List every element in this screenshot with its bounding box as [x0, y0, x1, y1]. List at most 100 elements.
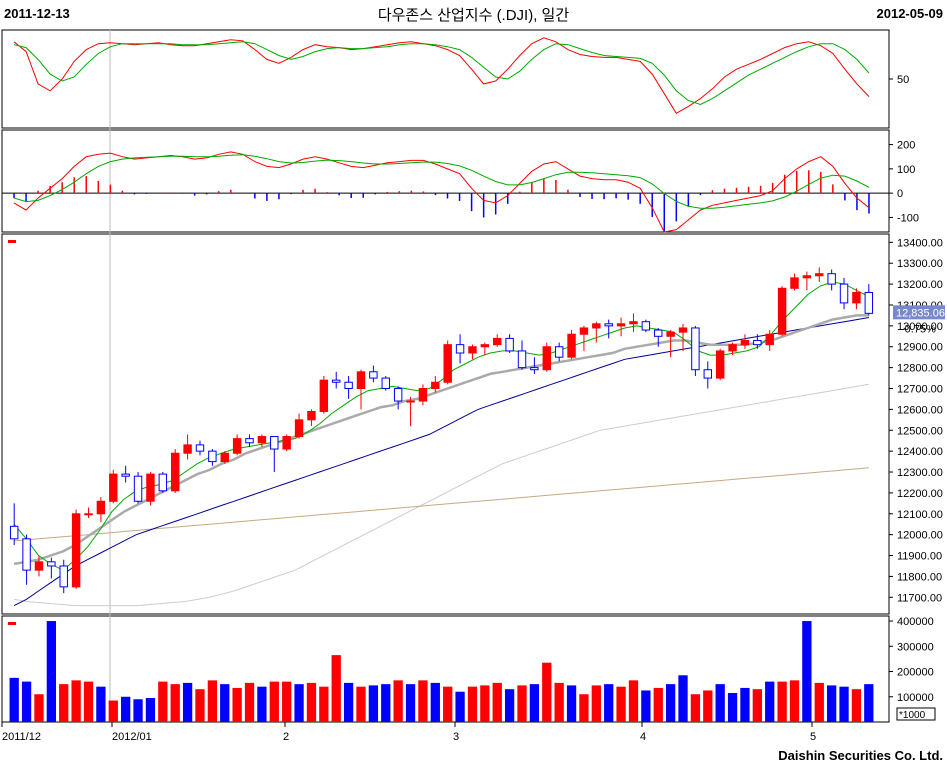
volume-bar [34, 694, 44, 722]
candle-body [443, 344, 452, 383]
volume-bar [244, 682, 255, 722]
volume-bar [827, 685, 837, 722]
candle-body [567, 333, 576, 358]
macd-line [13, 151, 870, 233]
y-tick-label-macd: -100 [897, 212, 919, 224]
volume-bar [542, 662, 552, 722]
x-tick-label: 4 [640, 731, 646, 743]
y-tick-label-price: 12400.00 [897, 446, 943, 458]
candle-body [480, 344, 490, 348]
candle-body [666, 331, 675, 337]
volume-bar [145, 698, 156, 722]
volume-bar [269, 681, 279, 722]
volume-bar [356, 686, 366, 722]
volume-bar [443, 686, 453, 722]
candle-body [505, 337, 514, 352]
volume-bar [405, 684, 416, 722]
volume-legend-marker [8, 622, 16, 625]
y-tick-label-stochastic: 50 [897, 74, 909, 86]
volume-bar [331, 655, 341, 722]
candle-body [344, 381, 353, 390]
volume-bar [554, 682, 564, 722]
candle-body [96, 500, 106, 515]
end-date: 2012-05-09 [876, 6, 944, 21]
ma-blue-line [13, 317, 869, 607]
volume-bar [765, 681, 775, 722]
volume-bar [529, 684, 540, 722]
volume-bar [604, 684, 614, 722]
candle-body [393, 388, 403, 402]
candle-body [195, 444, 205, 452]
stoch-k-line [13, 37, 870, 114]
volume-bar [789, 680, 800, 722]
volume-bar [703, 690, 713, 722]
volume-unit-box [896, 707, 936, 721]
candle-body [282, 436, 291, 450]
candle-body [270, 436, 279, 450]
volume-bar [653, 687, 663, 722]
candle-body [678, 327, 688, 333]
volume-bar [628, 680, 639, 722]
x-tick-label: 2011/12 [2, 731, 41, 743]
last-price-label: 12,835.06 [896, 307, 945, 319]
candle-body [703, 369, 713, 379]
volume-unit-label: *1000 [899, 710, 926, 721]
panel-frame-macd [1, 129, 890, 233]
volume-bar [306, 682, 317, 722]
volume-bar [517, 685, 527, 722]
y-tick-label-macd: 0 [897, 188, 903, 200]
candle-body [827, 273, 836, 285]
volume-bar [802, 621, 812, 722]
x-tick-label: 2012/01 [112, 731, 152, 743]
x-tick-label: 3 [453, 731, 459, 743]
volume-bar [121, 696, 131, 722]
candle-body [852, 291, 861, 304]
candle-body [257, 436, 267, 444]
volume-bar [9, 677, 19, 722]
candle-body [715, 350, 725, 379]
y-tick-label-price: 12900.00 [897, 342, 943, 354]
y-tick-label-volume: 100000 [897, 692, 934, 704]
panel-frame-price [1, 233, 890, 615]
candle-body [864, 291, 874, 314]
y-tick-label-price: 13400.00 [897, 237, 943, 249]
volume-bar [381, 684, 391, 722]
y-tick-label-price: 12500.00 [897, 425, 943, 437]
volume-bar [21, 681, 32, 722]
candle-body [493, 337, 502, 346]
candle-body [170, 452, 180, 492]
candle-body [356, 371, 366, 390]
last-price-tag [893, 305, 945, 320]
candle-body [418, 388, 428, 402]
volume-bar [777, 681, 787, 722]
candle-body [381, 377, 390, 390]
y-tick-label-price: 13300.00 [897, 258, 943, 270]
candle-body [728, 344, 737, 352]
candle-body [59, 565, 68, 588]
candle-body [790, 277, 799, 289]
volume-bar [678, 675, 688, 722]
y-tick-label-price: 13200.00 [897, 279, 943, 291]
candle-body [332, 379, 341, 383]
y-tick-label-price: 12200.00 [897, 488, 943, 500]
volume-bar [83, 681, 94, 722]
x-tick-label: 5 [810, 731, 816, 743]
candle-body [468, 346, 477, 354]
candle-body [232, 438, 242, 454]
y-tick-label-price: 11900.00 [897, 551, 942, 563]
volume-bar [492, 682, 502, 722]
volume-bar [864, 684, 874, 722]
candle-body [319, 379, 329, 412]
volume-bar [158, 681, 168, 722]
candle-body [133, 475, 143, 502]
candle-body [71, 513, 81, 588]
candle-body [777, 287, 787, 335]
candle-body [839, 283, 849, 304]
volume-bar [294, 684, 304, 722]
volume-bar [207, 680, 218, 722]
y-tick-label-volume: 200000 [897, 667, 934, 679]
x-tick-label: 2 [283, 731, 289, 743]
volume-bar [839, 686, 849, 722]
volume-bar [170, 684, 180, 722]
